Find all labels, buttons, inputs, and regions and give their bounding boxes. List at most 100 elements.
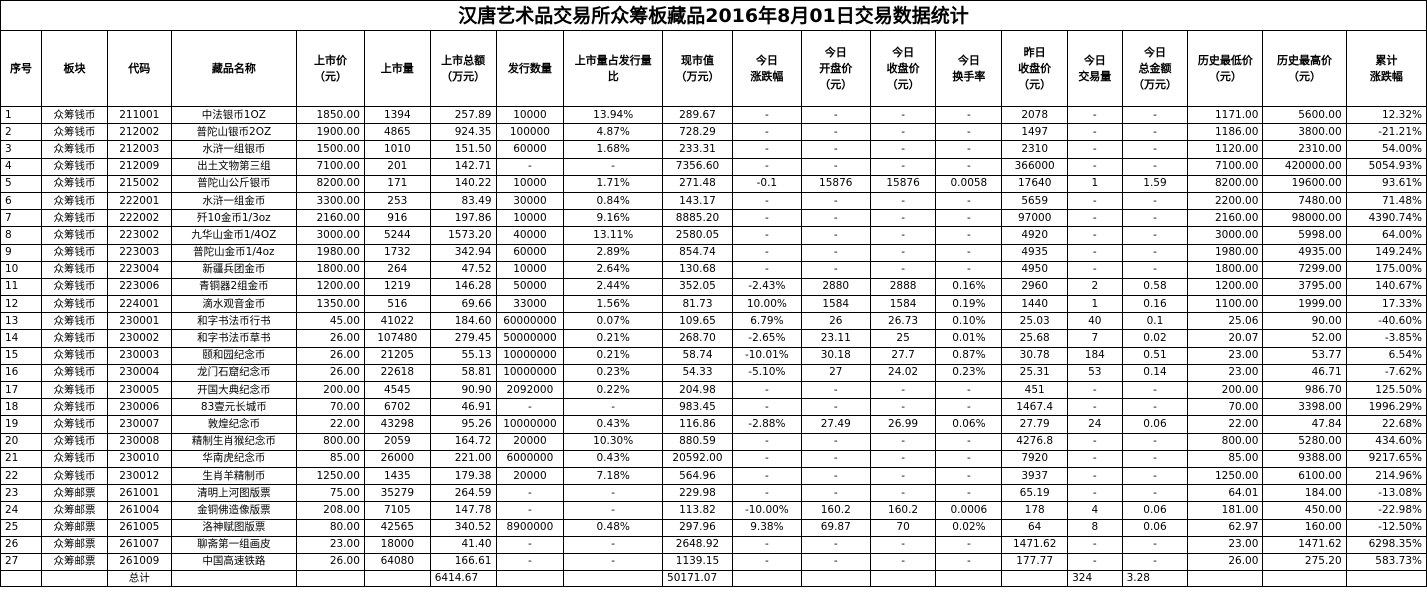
table-cell: 众筹钱币: [41, 398, 108, 417]
table-cell: -: [800, 140, 871, 159]
table-cell: 24: [1067, 415, 1123, 434]
table-cell: 26: [0, 535, 43, 554]
table-cell: 歼10金币1/3oz: [170, 209, 298, 228]
table-cell: -: [935, 157, 1003, 176]
table-cell: -: [495, 484, 565, 503]
table-cell: 230006: [106, 398, 172, 417]
table-cell: 257.89: [429, 105, 497, 125]
table-cell: -: [563, 398, 664, 417]
table-cell: -: [1067, 157, 1123, 176]
table-cell: -: [800, 484, 871, 503]
table-cell: 0.43%: [563, 415, 664, 434]
table-cell: -: [869, 260, 937, 279]
table-cell: 60000000: [495, 312, 565, 331]
table-cell: -: [935, 123, 1003, 142]
table-row: 6 众筹钱币 222001 水浒一组金币 3300.00 253 83.49 30000 0.8…: [0, 191, 1427, 211]
column-header-line: 今日: [1143, 45, 1166, 59]
table-cell: -2.43%: [731, 277, 802, 297]
table-cell: -: [869, 380, 937, 400]
table-cell: -: [1067, 105, 1123, 125]
table-cell: -: [1067, 260, 1123, 279]
table-cell: 0.07%: [563, 312, 664, 331]
table-cell: -: [563, 484, 664, 503]
table-cell: -: [1121, 140, 1189, 159]
table-cell: 261005: [106, 518, 172, 537]
table-cell: -3.85%: [1345, 329, 1427, 348]
table-cell: 1584: [869, 295, 937, 314]
table-cell: 0.16%: [935, 277, 1003, 297]
table-cell: 184.60: [429, 312, 497, 331]
table-cell: 69.87: [800, 518, 871, 537]
table-cell: 1250.00: [1187, 466, 1264, 486]
table-cell: 2960: [1001, 277, 1069, 297]
table-cell: 22.00: [296, 415, 365, 434]
table-cell: 19600.00: [1262, 174, 1347, 193]
table-cell: 1.71%: [563, 174, 664, 193]
table-cell: 26.00: [1187, 552, 1264, 572]
table-cell: 21205: [363, 346, 431, 365]
table-cell: 清明上河图版票: [170, 484, 298, 503]
column-header-line: 藏品名称: [211, 61, 256, 75]
column-header-line: 发行数量: [507, 61, 552, 75]
table-cell: 5054.93%: [1345, 157, 1427, 176]
table-cell: 800.00: [296, 432, 365, 451]
table-cell: -13.08%: [1345, 484, 1427, 503]
table-cell: 208.00: [296, 501, 365, 520]
table-cell: 212002: [106, 123, 172, 142]
column-header: 藏品名称: [170, 30, 298, 107]
total-listing-amount: 6414.67: [429, 570, 497, 588]
table-cell: 7480.00: [1262, 191, 1347, 211]
table-cell: 1394: [363, 105, 431, 125]
table-cell: 众筹钱币: [41, 123, 108, 142]
column-header: 板块: [41, 30, 108, 107]
table-cell: 1219: [363, 277, 431, 297]
column-header: 现市值 （万元）: [662, 30, 733, 107]
table-cell: 43298: [363, 415, 431, 434]
table-cell: -: [1067, 449, 1123, 468]
table-cell: 224001: [106, 295, 172, 314]
table-cell: 100000: [495, 123, 565, 142]
table-cell: 2648.92: [662, 535, 733, 554]
column-header-line: （元）: [1208, 69, 1242, 83]
table-cell: 众筹邮票: [41, 535, 108, 554]
table-cell: 261007: [106, 535, 172, 554]
table-cell: 1250.00: [296, 466, 365, 486]
table-cell: -: [869, 123, 937, 142]
table-cell: 2.64%: [563, 260, 664, 279]
table-cell: 177.77: [1001, 552, 1069, 572]
table-cell: 70.00: [1187, 398, 1264, 417]
table-cell: 中国高速铁路: [170, 552, 298, 572]
column-header-line: 上市量: [380, 61, 414, 75]
table-cell: 800.00: [1187, 432, 1264, 451]
table-cell: 1800.00: [1187, 260, 1264, 279]
table-cell: 179.38: [429, 466, 497, 486]
table-cell: 181.00: [1187, 501, 1264, 520]
table-cell: 211001: [106, 105, 172, 125]
table-cell: 83.49: [429, 191, 497, 211]
table-cell: -: [935, 484, 1003, 503]
table-cell: 25.68: [1001, 329, 1069, 348]
table-cell: 23.00: [1187, 363, 1264, 383]
table-cell: 10000000: [495, 415, 565, 434]
table-cell: -5.10%: [731, 363, 802, 383]
table-cell: 5280.00: [1262, 432, 1347, 451]
table-cell: 3800.00: [1262, 123, 1347, 142]
table-cell: 2160.00: [296, 209, 365, 228]
table-cell: 0.51: [1121, 346, 1189, 365]
table-row: 27 众筹邮票 261009 中国高速铁路 26.00 64080 166.61- -1139…: [0, 552, 1427, 572]
column-header-line: 交易量: [1078, 69, 1112, 83]
table-row: 19 众筹钱币 230007 敦煌纪念币 22.00 43298 95.26 10000000…: [0, 415, 1427, 434]
table-cell: 297.96: [662, 518, 733, 537]
table-cell: -: [731, 484, 802, 503]
table-cell: 42565: [363, 518, 431, 537]
table-cell: 8: [0, 226, 43, 245]
table-cell: 0.23%: [563, 363, 664, 383]
table-cell: 众筹钱币: [41, 243, 108, 262]
table-cell: -7.62%: [1345, 363, 1427, 383]
total-volume: 324: [1067, 570, 1123, 588]
table-row: 4 众筹钱币 212009 出土文物第三组 7100.00 201 142.71- -7356…: [0, 157, 1427, 176]
table-cell: 13: [0, 312, 43, 331]
table-cell: 261009: [106, 552, 172, 572]
table-cell: 1: [0, 105, 43, 125]
table-cell: 1186.00: [1187, 123, 1264, 142]
